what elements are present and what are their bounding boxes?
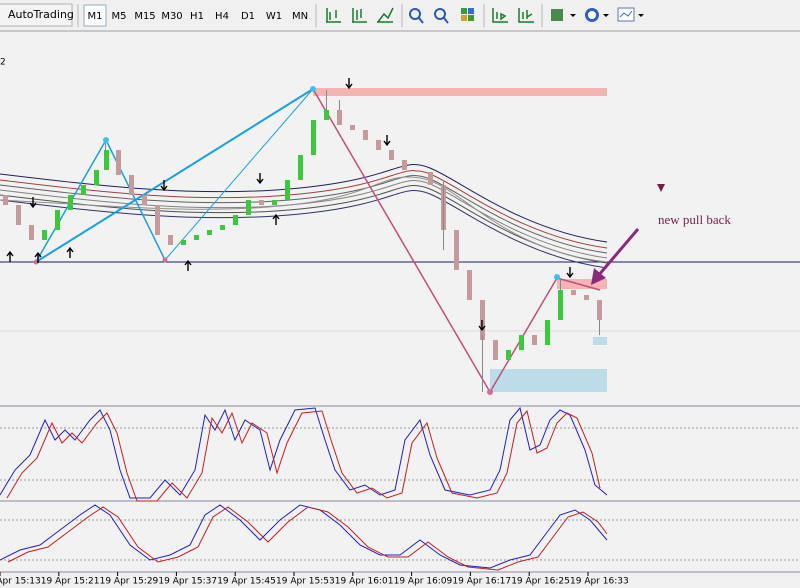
autotrading-label: AutoTrading — [8, 8, 74, 21]
supply-zone — [313, 88, 607, 96]
chart-type-icons[interactable] — [326, 7, 394, 23]
time-label: 19 Apr 15:53 — [276, 577, 335, 587]
time-label: 19 Apr 15:29 — [100, 577, 159, 587]
supply-zone-small — [557, 279, 607, 289]
timeframe-button[interactable]: M15 — [134, 11, 155, 22]
timeframe-button[interactable]: M1 — [88, 11, 103, 22]
time-label: 19 Apr 16:09 — [394, 577, 453, 587]
time-label: 19 Apr 16:01 — [335, 577, 394, 587]
time-label: 19 Apr 15:21 — [41, 577, 100, 587]
candle-wicks — [105, 90, 600, 392]
timeframe-button[interactable]: H1 — [190, 11, 204, 22]
toolbar — [0, 0, 800, 31]
tool-icons[interactable] — [551, 7, 644, 22]
annotation-text: new pull back — [658, 212, 731, 227]
active-timeframe-frame — [83, 4, 107, 27]
timeframe-button[interactable]: H4 — [215, 11, 229, 22]
oscillator-levels — [0, 427, 800, 561]
time-label: 19 Apr 16:25 — [511, 577, 570, 587]
scroll-icons[interactable] — [492, 8, 534, 23]
timeframe-button[interactable]: W1 — [266, 11, 282, 22]
zoom-icons[interactable] — [409, 8, 474, 24]
stochastic-1 — [0, 406, 608, 502]
chart-area — [0, 32, 800, 573]
stochastic-2 — [0, 504, 608, 571]
timeframe-button[interactable]: D1 — [241, 11, 255, 22]
pivot-dots — [33, 86, 560, 395]
bullish-candles — [42, 110, 563, 360]
time-label: 19 Apr 15:13 — [0, 577, 41, 587]
time-label: 19 Apr 16:17 — [452, 577, 511, 587]
demand-zone — [490, 369, 607, 392]
toolbar-separators — [77, 4, 543, 27]
moving-averages — [0, 164, 608, 269]
timeframe-button[interactable]: MN — [292, 11, 308, 22]
time-label: 19 Apr 15:37 — [158, 577, 217, 587]
autotrading-button[interactable]: AutoTrading — [0, 3, 74, 27]
pane-separators — [0, 405, 800, 573]
demand-zone-small — [593, 337, 607, 345]
annotation-marker — [657, 184, 665, 192]
timeframe-button[interactable]: M30 — [161, 11, 182, 22]
time-label: 19 Apr 16:33 — [570, 577, 629, 587]
annotation-arrow — [591, 228, 640, 285]
timeframe-button[interactable]: M5 — [112, 11, 127, 22]
time-label: 19 Apr 15:45 — [217, 577, 276, 587]
corner-label: 2 — [0, 58, 6, 68]
